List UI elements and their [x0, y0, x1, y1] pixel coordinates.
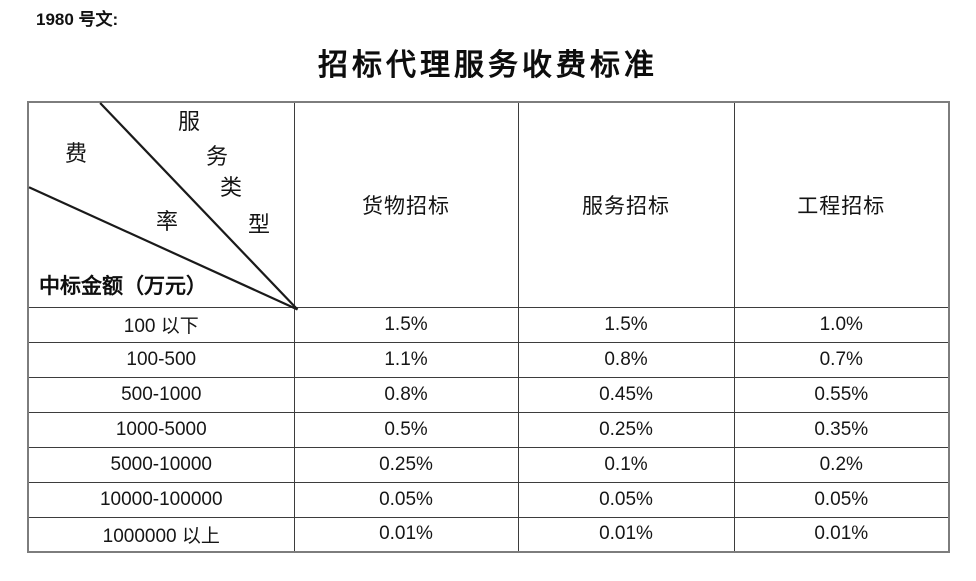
fee-rate-value: 0.1% [517, 446, 735, 483]
column-header-works-tender: 工程招标 [733, 101, 950, 308]
fee-rate-value: 0.25% [293, 446, 519, 483]
amount-range-label: 100 以下 [27, 306, 295, 343]
fee-rate-value: 1.5% [293, 306, 519, 343]
table-row: 1000-5000 0.5% 0.25% 0.35% [27, 411, 950, 448]
table-row: 1000000 以上 0.01% 0.01% 0.01% [27, 516, 950, 553]
column-header-goods-tender: 货物招标 [293, 101, 519, 308]
fee-rate-value: 0.8% [517, 341, 735, 378]
page-title: 招标代理服务收费标准 [318, 49, 658, 82]
fee-rate-value: 0.25% [517, 411, 735, 448]
fee-rate-value: 0.8% [293, 376, 519, 413]
corner-label-fee-rate-char: 率 [156, 209, 179, 234]
fee-rate-value: 0.7% [733, 341, 950, 378]
fee-rate-value: 0.05% [517, 481, 735, 518]
corner-label-service-type-char: 类 [220, 175, 243, 200]
table-row: 5000-10000 0.25% 0.1% 0.2% [27, 446, 950, 483]
amount-range-label: 5000-10000 [27, 446, 295, 483]
corner-label-service-type-char: 服 [178, 109, 201, 134]
fee-rate-value: 0.35% [733, 411, 950, 448]
fee-standard-table: 服 务 类 型 费 率 中标金额（万元） 货物招标 服务招标 工程招标 100 … [27, 101, 950, 553]
corner-label-fee-rate-char: 费 [65, 141, 88, 166]
fee-rate-value: 0.05% [293, 481, 519, 518]
fee-rate-value: 0.01% [733, 516, 950, 553]
corner-label-bid-amount: 中标金额（万元） [39, 274, 207, 298]
table-header-row: 服 务 类 型 费 率 中标金额（万元） 货物招标 服务招标 工程招标 [27, 101, 950, 311]
fee-rate-value: 0.45% [517, 376, 735, 413]
fee-rate-value: 1.1% [293, 341, 519, 378]
diagonal-split-lines [28, 102, 299, 311]
fee-rate-value: 1.0% [733, 306, 950, 343]
fee-rate-value: 0.5% [293, 411, 519, 448]
amount-range-label: 10000-100000 [27, 481, 295, 518]
fee-rate-value: 0.01% [517, 516, 735, 553]
corner-label-service-type-char: 型 [248, 212, 271, 237]
amount-range-label: 100-500 [27, 341, 295, 378]
fee-rate-value: 0.2% [733, 446, 950, 483]
fee-rate-value: 0.05% [733, 481, 950, 518]
table-row: 100-500 1.1% 0.8% 0.7% [27, 341, 950, 378]
document-reference-number: 1980 号文: [36, 10, 119, 29]
column-header-service-tender: 服务招标 [517, 101, 735, 308]
corner-label-service-type-char: 务 [206, 144, 229, 169]
table-row: 100 以下 1.5% 1.5% 1.0% [27, 306, 950, 343]
diagonal-corner-cell: 服 务 类 型 费 率 中标金额（万元） [27, 101, 299, 311]
amount-range-label: 1000-5000 [27, 411, 295, 448]
fee-rate-value: 0.01% [293, 516, 519, 553]
table-row: 10000-100000 0.05% 0.05% 0.05% [27, 481, 950, 518]
amount-range-label: 1000000 以上 [27, 516, 295, 553]
fee-rate-value: 0.55% [733, 376, 950, 413]
fee-rate-value: 1.5% [517, 306, 735, 343]
amount-range-label: 500-1000 [27, 376, 295, 413]
table-row: 500-1000 0.8% 0.45% 0.55% [27, 376, 950, 413]
